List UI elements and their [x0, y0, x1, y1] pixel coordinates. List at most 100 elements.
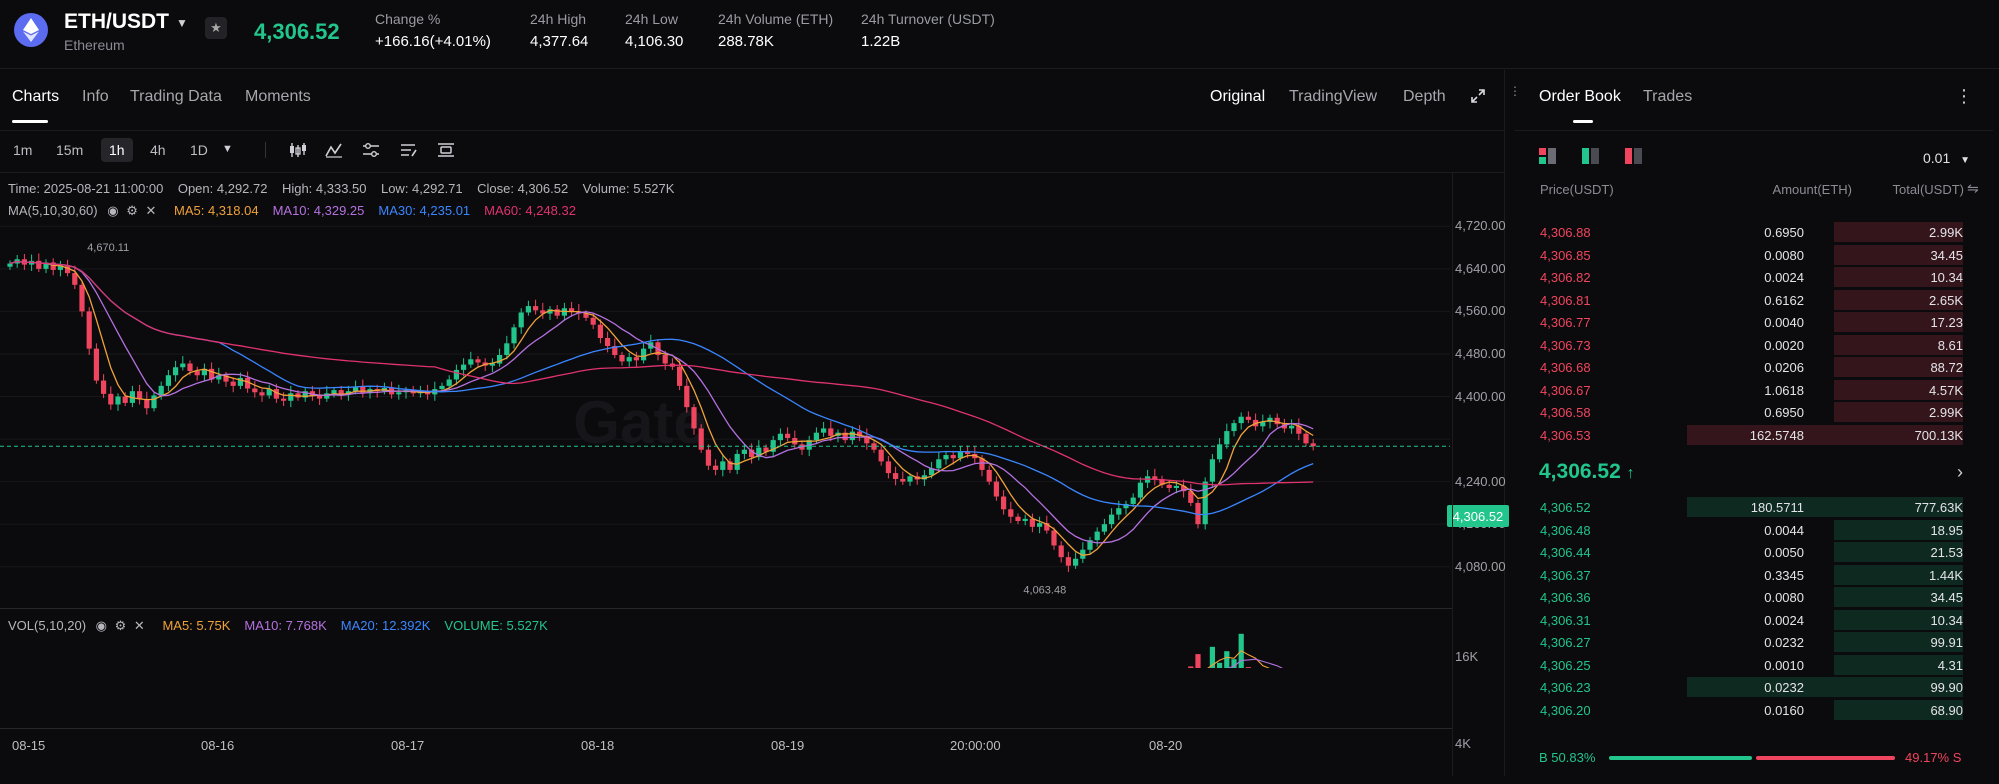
settings-icon[interactable]: ⚙: [114, 618, 127, 633]
eye-icon[interactable]: ◉: [95, 618, 108, 633]
view-depth[interactable]: Depth: [1403, 88, 1446, 105]
candle-body: [547, 309, 553, 314]
candle-body: [1137, 482, 1143, 498]
view-original[interactable]: Original: [1210, 88, 1266, 105]
ask-row[interactable]: 4,306.85 0.0080 34.45: [1515, 244, 1975, 266]
drawing-list-icon[interactable]: [400, 142, 418, 163]
candle-body: [929, 468, 935, 476]
bid-row[interactable]: 4,306.48 0.0044 18.95: [1515, 519, 1975, 541]
precision-select[interactable]: 0.01 ▼: [1923, 150, 1970, 166]
close-icon[interactable]: ✕: [133, 618, 145, 633]
bid-row[interactable]: 4,306.52 180.5711 777.63K: [1515, 496, 1975, 518]
view-bids-icon[interactable]: [1582, 148, 1602, 169]
candle-body: [1238, 416, 1244, 424]
ohlc-volume: Volume: 5.527K: [582, 181, 675, 196]
timeframe-15m[interactable]: 15m: [56, 142, 84, 158]
arrow-up-icon: ↑: [1626, 465, 1635, 482]
ask-total: 17.23: [1930, 315, 1963, 330]
bid-amount: 0.0024: [1764, 612, 1804, 628]
timeframe-4h[interactable]: 4h: [150, 142, 166, 158]
ask-amount: 0.0040: [1764, 315, 1804, 330]
candle-body: [1245, 416, 1251, 420]
candle-body: [79, 284, 85, 312]
candle-body: [7, 263, 13, 267]
tab-charts[interactable]: Charts: [12, 88, 60, 105]
layout-icon[interactable]: [437, 142, 455, 163]
toolbar-divider: [265, 142, 266, 158]
bid-price: 4,306.27: [1540, 635, 1591, 650]
bid-row[interactable]: 4,306.27 0.0232 99.91: [1515, 631, 1975, 653]
panel-resize-handle[interactable]: ⋮: [1509, 84, 1521, 98]
favorite-star-button[interactable]: ★: [205, 17, 227, 39]
view-tradingview[interactable]: TradingView: [1289, 88, 1378, 105]
ask-row[interactable]: 4,306.77 0.0040 17.23: [1515, 311, 1975, 333]
timeframe-1h[interactable]: 1h: [101, 138, 133, 162]
timeframe-dropdown-icon[interactable]: ▼: [222, 143, 233, 155]
bid-row[interactable]: 4,306.36 0.0080 34.45: [1515, 586, 1975, 608]
bid-row[interactable]: 4,306.37 0.3345 1.44K: [1515, 564, 1975, 586]
bid-row[interactable]: 4,306.25 0.0010 4.31: [1515, 654, 1975, 676]
close-icon[interactable]: ✕: [145, 203, 157, 218]
candle-body: [1231, 423, 1237, 432]
eye-icon[interactable]: ◉: [107, 203, 119, 218]
ask-total: 10.34: [1930, 270, 1963, 285]
candle-body: [885, 461, 891, 474]
col-price-header: Price(USDT): [1540, 182, 1614, 197]
tab-charts-underline: [12, 120, 48, 123]
candle-body: [137, 391, 143, 400]
ask-price: 4,306.68: [1540, 360, 1591, 375]
settings-sliders-icon[interactable]: [362, 142, 380, 163]
bid-row[interactable]: 4,306.23 0.0232 99.90: [1515, 676, 1975, 698]
ask-row[interactable]: 4,306.82 0.0024 10.34: [1515, 266, 1975, 288]
candle-body: [684, 385, 690, 408]
ohlc-time: Time: 2025-08-21 11:00:00: [8, 181, 164, 196]
candle-body: [1217, 444, 1223, 460]
candle-body: [907, 476, 913, 482]
date-axis[interactable]: 08-15 08-16 08-17 08-18 08-19 20:00:00 08-20: [0, 732, 1452, 762]
bid-total: 34.45: [1930, 590, 1963, 605]
candle-body: [777, 433, 783, 441]
candle-body: [518, 312, 524, 328]
timeframe-1d[interactable]: 1D: [190, 142, 208, 158]
ask-amount: 0.0080: [1764, 247, 1804, 263]
candle-body: [965, 451, 971, 454]
tab-trades[interactable]: Trades: [1643, 88, 1693, 105]
more-options-icon[interactable]: ⋮: [1955, 86, 1973, 106]
settings-icon[interactable]: ⚙: [126, 203, 138, 218]
timeframe-1m[interactable]: 1m: [13, 142, 33, 158]
bid-row[interactable]: 4,306.31 0.0024 10.34: [1515, 609, 1975, 631]
ask-row[interactable]: 4,306.53 162.5748 700.13K: [1515, 424, 1975, 446]
fullscreen-icon[interactable]: [1470, 88, 1486, 109]
candle-style-icon[interactable]: [288, 142, 306, 163]
vol-ma-line-10: [1227, 658, 1283, 668]
ask-price: 4,306.77: [1540, 315, 1591, 330]
pair-selector[interactable]: ETH/USDT: [64, 10, 169, 33]
ask-row[interactable]: 4,306.68 0.0206 88.72: [1515, 356, 1975, 378]
stat-low-value: 4,106.30: [625, 33, 684, 50]
pane-divider[interactable]: [0, 608, 1452, 609]
ask-depth-bar: [1687, 424, 1963, 445]
indicator-icon[interactable]: [325, 142, 343, 163]
ask-row[interactable]: 4,306.73 0.0020 8.61: [1515, 334, 1975, 356]
view-both-icon[interactable]: [1539, 148, 1559, 169]
ohlc-close: Close: 4,306.52: [477, 181, 569, 196]
candle-body: [677, 366, 683, 386]
tab-info[interactable]: Info: [82, 88, 109, 105]
ask-row[interactable]: 4,306.88 0.6950 2.99K: [1515, 221, 1975, 243]
tab-moments[interactable]: Moments: [245, 88, 311, 105]
bid-row[interactable]: 4,306.20 0.0160 68.90: [1515, 699, 1975, 721]
tab-trading-data[interactable]: Trading Data: [130, 88, 222, 105]
date-tick: 08-18: [581, 738, 615, 753]
ask-row[interactable]: 4,306.81 0.6162 2.65K: [1515, 289, 1975, 311]
bid-row[interactable]: 4,306.44 0.0050 21.53: [1515, 541, 1975, 563]
price-axis[interactable]: 4,720.00 4,640.00 4,560.00 4,480.00 4,400.00…: [1455, 173, 1506, 751]
ask-row[interactable]: 4,306.58 0.6950 2.99K: [1515, 401, 1975, 423]
tab-order-book[interactable]: Order Book: [1539, 88, 1621, 105]
chevron-right-icon[interactable]: ›: [1957, 462, 1963, 482]
swap-unit-icon[interactable]: ⇋: [1967, 180, 1979, 196]
ask-row[interactable]: 4,306.67 1.0618 4.57K: [1515, 379, 1975, 401]
view-asks-icon[interactable]: [1625, 148, 1645, 169]
chevron-down-icon[interactable]: ▼: [176, 16, 188, 30]
candle-body: [216, 375, 222, 380]
